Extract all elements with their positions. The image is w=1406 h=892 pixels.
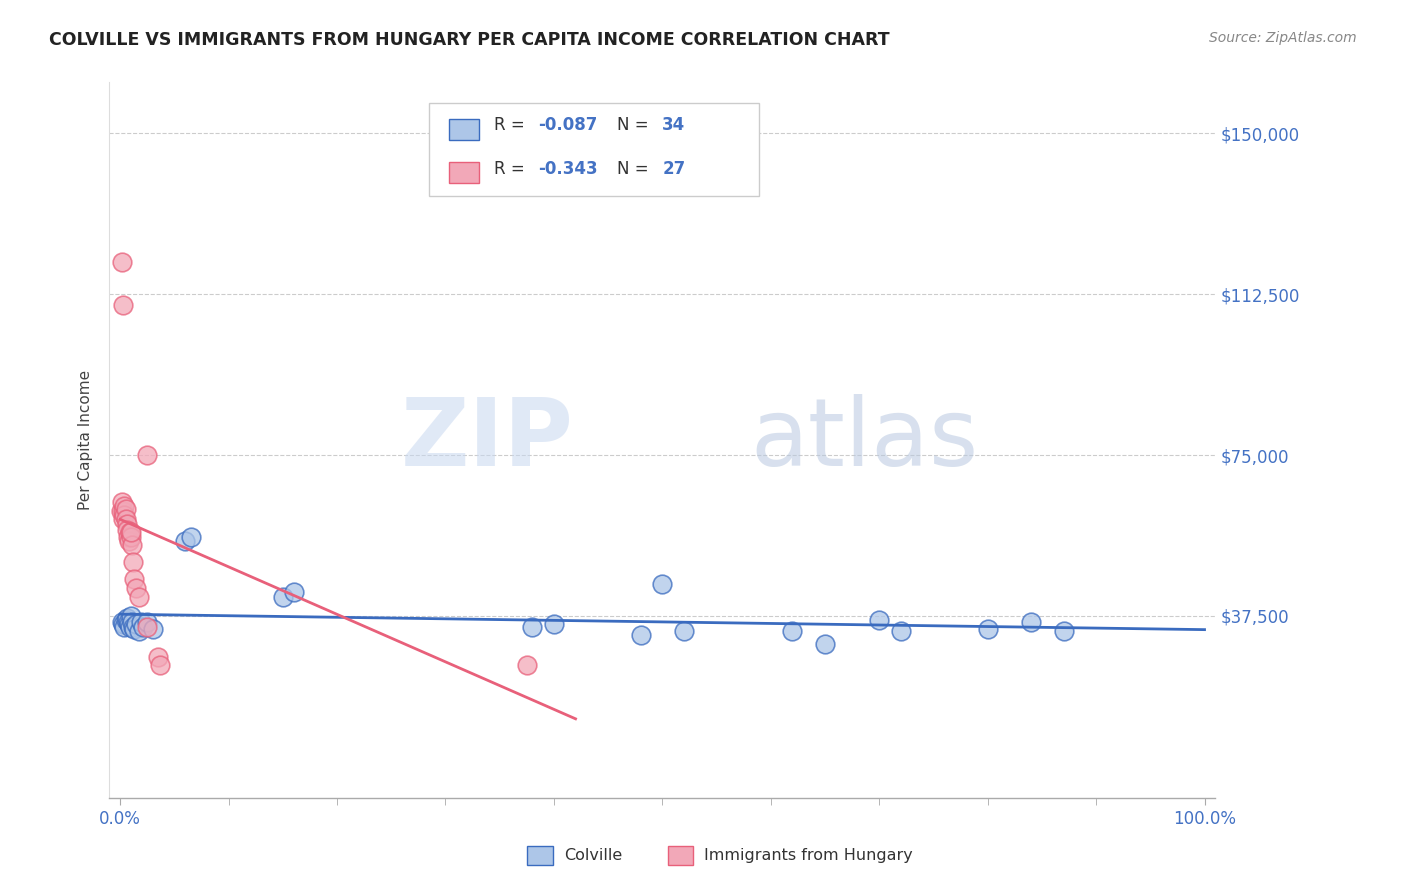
Point [114,613,136,627]
Point [115,516,138,531]
Point [283,585,305,599]
Point [118,533,141,548]
Point [522,619,544,633]
Point [120,525,142,540]
Text: R =: R = [494,116,530,134]
Point [814,637,837,651]
Point [128,590,150,604]
Text: N =: N = [617,116,654,134]
Text: atlas: atlas [751,394,979,486]
Point [111,255,134,269]
Point [112,504,135,518]
Point [128,624,150,638]
Point [115,523,138,537]
Point [121,615,143,630]
Point [115,611,138,625]
Point [122,555,145,569]
Point [110,504,132,518]
Point [122,573,145,587]
Point [174,533,197,548]
Point [122,619,145,633]
Text: Colville: Colville [564,848,621,863]
Text: R =: R = [494,160,530,178]
Point [672,624,695,638]
Point [112,619,135,633]
Point [149,658,172,673]
Point [120,529,142,543]
Point [112,500,135,514]
Point [129,615,152,630]
Text: 34: 34 [662,116,686,134]
Point [136,619,159,633]
Text: Immigrants from Hungary: Immigrants from Hungary [704,848,912,863]
Point [120,608,142,623]
Point [112,512,135,526]
Point [121,538,143,552]
Point [118,617,141,632]
Point [125,617,148,632]
Text: N =: N = [617,160,654,178]
Point [112,617,135,632]
Point [146,649,169,664]
Point [1019,615,1042,630]
Point [111,495,134,509]
Point [136,448,159,462]
Point [782,624,804,638]
Point [976,622,998,636]
Text: ZIP: ZIP [401,394,574,486]
Text: Source: ZipAtlas.com: Source: ZipAtlas.com [1209,31,1357,45]
Point [1052,624,1074,638]
Point [112,508,135,522]
Text: 27: 27 [662,160,686,178]
Text: COLVILLE VS IMMIGRANTS FROM HUNGARY PER CAPITA INCOME CORRELATION CHART: COLVILLE VS IMMIGRANTS FROM HUNGARY PER … [49,31,890,49]
Point [142,622,165,636]
Point [118,525,141,540]
Point [136,615,159,630]
Point [132,619,155,633]
Point [118,619,141,633]
Point [890,624,912,638]
Point [516,658,538,673]
Point [114,512,136,526]
Point [868,613,890,627]
Point [122,622,145,636]
Point [651,576,673,591]
Point [112,298,135,312]
Text: -0.087: -0.087 [538,116,598,134]
Point [271,590,294,604]
Point [630,628,652,642]
Point [117,529,139,543]
Text: -0.343: -0.343 [538,160,598,178]
Point [180,529,202,543]
Point [125,581,148,595]
Point [114,501,136,516]
Point [117,615,139,630]
Y-axis label: Per Capita Income: Per Capita Income [79,370,93,510]
Point [111,615,134,630]
Point [543,617,565,632]
